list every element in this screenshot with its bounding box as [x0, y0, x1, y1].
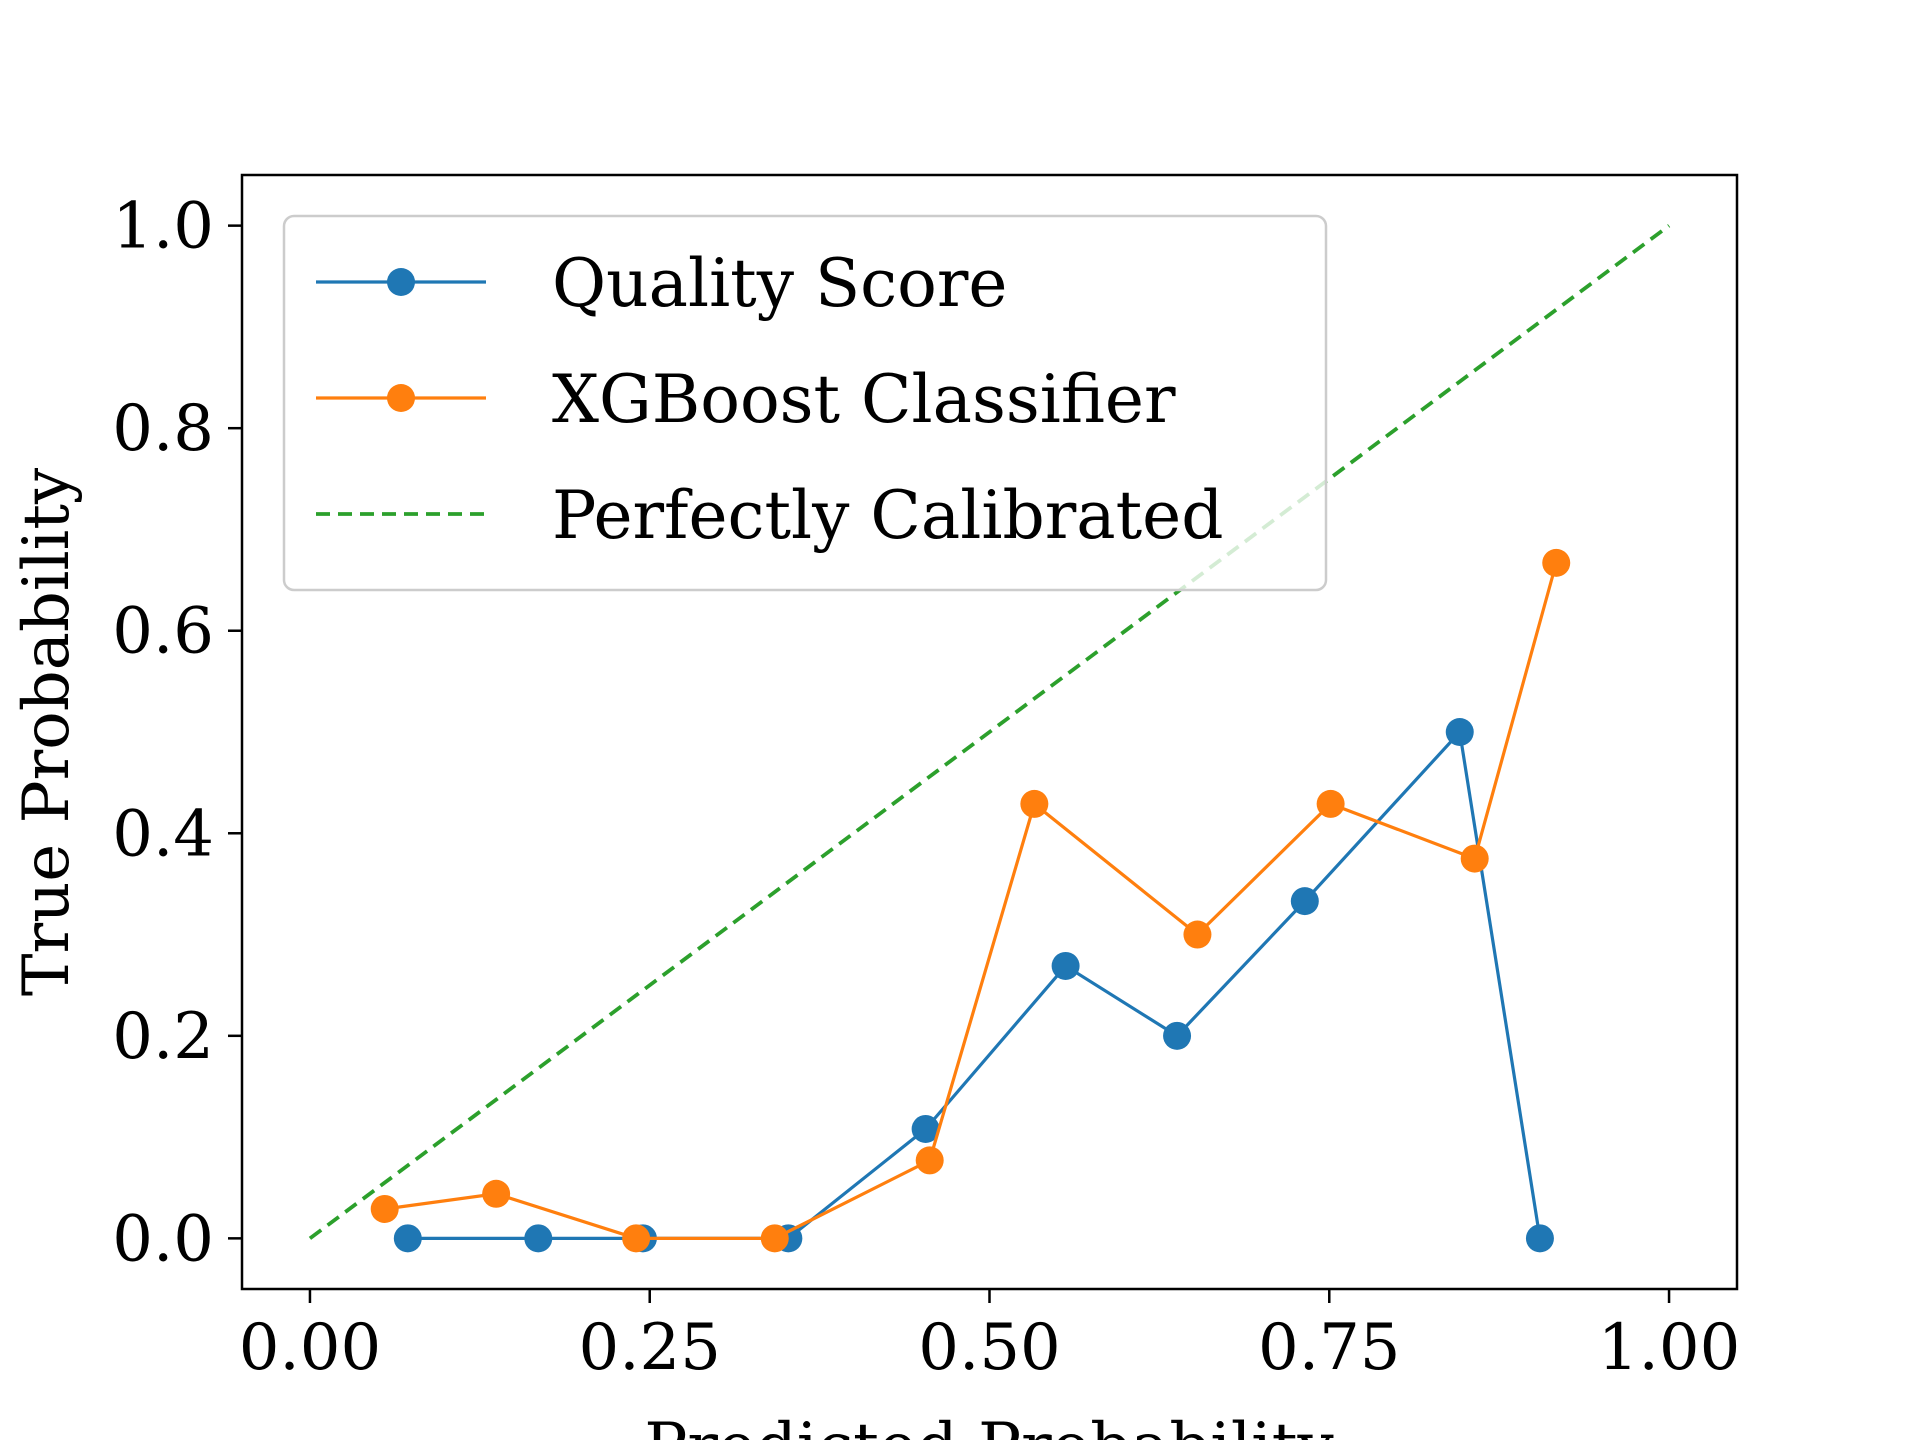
legend: Quality Score XGBoost Classifier Perfectly… [282, 214, 1328, 592]
data-point [393, 1224, 422, 1253]
data-point [1316, 789, 1345, 818]
legend-entries: Quality Score XGBoost Classifier Perfectly… [316, 245, 1223, 554]
legend-label: Perfectly Calibrated [552, 477, 1223, 554]
legend-entry: XGBoost Classifier [316, 361, 1176, 438]
x-tick-label: 0.75 [1258, 1311, 1401, 1385]
y-tick-label: 0.6 [112, 595, 214, 669]
legend-entry: Quality Score [316, 245, 1008, 322]
data-point [1183, 920, 1212, 949]
data-point [1542, 548, 1571, 577]
data-point [622, 1224, 651, 1253]
data-point [1163, 1021, 1192, 1050]
x-tick-label: 1.00 [1598, 1311, 1741, 1385]
data-point [1445, 718, 1474, 746]
series-xgboost-classifier [370, 548, 1571, 1253]
y-tick-label: 0.4 [112, 797, 214, 871]
data-point [1020, 789, 1049, 818]
series-quality-score [393, 718, 1554, 1253]
data-point [370, 1194, 399, 1223]
series-line [384, 562, 1558, 1240]
legend-marker [387, 384, 415, 412]
data-point [1290, 887, 1319, 916]
data-point [1460, 844, 1489, 873]
legend-marker [387, 268, 415, 296]
data-point [915, 1146, 944, 1175]
x-tick-label: 0.25 [578, 1311, 721, 1385]
x-axis-ticks: 0.00 0.25 0.50 0.75 1.00 [239, 1289, 1741, 1385]
data-point [760, 1224, 789, 1253]
legend-box [282, 214, 1328, 592]
y-tick-label: 1.0 [112, 190, 214, 264]
data-point [482, 1179, 511, 1208]
data-point [911, 1114, 940, 1143]
legend-label: XGBoost Classifier [552, 361, 1176, 438]
legend-entry: Perfectly Calibrated [316, 477, 1223, 554]
series-perfectly-calibrated [308, 224, 1671, 1240]
series-line [407, 728, 1542, 1240]
series-line [308, 224, 1671, 1240]
y-axis-ticks: 0.0 0.2 0.4 0.6 0.8 1.0 [112, 190, 242, 1276]
data-point [524, 1224, 553, 1253]
x-tick-label: 0.50 [918, 1311, 1061, 1385]
legend-label: Quality Score [552, 245, 1008, 322]
y-tick-label: 0.8 [112, 392, 214, 466]
data-point [1525, 1224, 1554, 1253]
x-tick-label: 0.00 [239, 1311, 382, 1385]
x-axis-label: Predicted Probability [644, 1410, 1333, 1440]
data-point [1051, 951, 1080, 980]
y-axis-label: True Probability [10, 468, 84, 996]
series-layer [308, 224, 1671, 1253]
y-tick-label: 0.2 [112, 1000, 214, 1074]
y-tick-label: 0.0 [112, 1202, 214, 1276]
